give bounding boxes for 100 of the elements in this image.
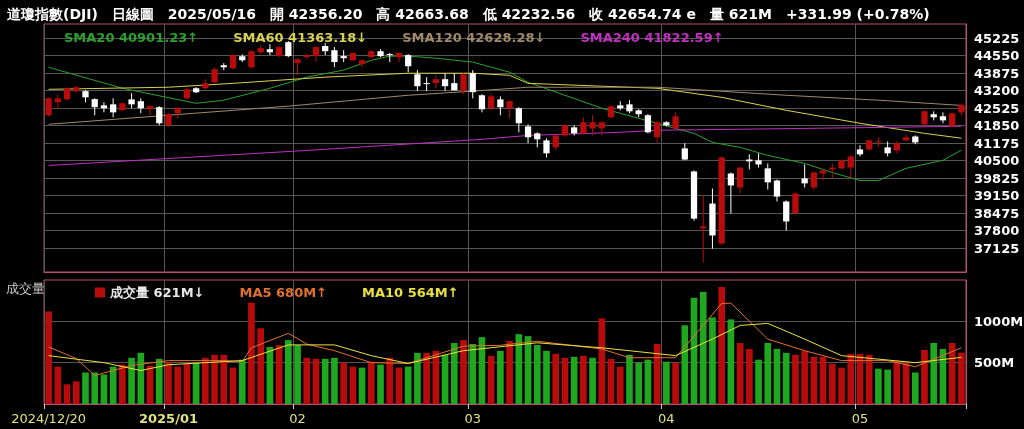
bar [294,344,301,404]
candlestick [266,43,274,56]
bar [506,341,513,404]
candlestick [875,136,882,148]
bar [45,311,52,404]
candlestick [700,195,707,264]
bar [229,367,237,404]
bar [810,356,818,404]
bar [137,352,145,404]
candlestick [515,106,522,133]
bar [497,350,504,404]
candlestick [847,154,854,179]
line-series [48,322,962,372]
bar [321,358,329,404]
bar [828,363,836,404]
bar [616,366,624,404]
candlestick [146,104,154,116]
text: SMA240 41822.59↑ [580,30,724,45]
y-tick-label: 38475 [974,205,1020,221]
bar [718,286,725,404]
candlestick [810,170,817,191]
bar [736,342,744,404]
candlestick [506,99,513,119]
bar [248,302,255,404]
y-tick-label: 44550 [974,48,1020,64]
bar [423,352,430,404]
bar [626,354,633,404]
candlestick [764,162,771,191]
x-tick-label: 2024/12/20 [11,411,87,426]
bar [377,364,384,404]
candlestick [644,113,652,134]
candlestick [902,133,910,142]
bar [580,355,587,404]
bar [155,358,163,404]
bar [635,362,643,404]
candlestick [736,166,744,194]
chart-title: 道瓊指數(DJI) 日線圖 2025/05/16 開 42356.20 高 42663.68 低 42232.56 收 42654.74 e 量 621M +331.99 (+0.78%) [6,6,930,22]
candlestick [45,96,52,117]
candlestick [819,168,827,182]
bar [460,340,467,404]
bar [543,350,550,404]
bar [552,353,560,404]
bar [782,352,790,404]
bar [450,342,458,404]
x-tick-label: 02 [289,411,306,426]
bar [119,364,126,404]
y-tick-label: 43200 [974,83,1020,99]
x-tick-label: 05 [851,411,869,426]
candlestick [773,178,781,203]
bar [801,350,808,404]
candlestick [801,163,808,189]
bar [764,342,772,404]
candlestick [248,49,255,69]
bar [589,357,596,404]
bar [82,372,89,404]
bar [100,374,108,404]
bar [930,342,938,404]
bar [699,291,707,404]
bar [663,361,670,404]
bar [607,358,615,404]
candlestick [331,46,338,68]
x-tick-label: 04 [658,411,675,426]
bar [561,357,569,404]
bar [220,354,228,404]
y-tick-label: 43875 [974,65,1020,81]
bar [285,340,292,404]
bar [202,357,209,404]
bar [165,362,172,404]
candlestick [478,93,486,113]
y-axis-title: 成交量 [6,281,45,296]
bar [395,367,403,404]
bar [414,352,421,404]
candlestick [856,144,864,157]
candlestick [414,69,421,92]
y-tick-label: 39150 [974,188,1020,204]
candlestick [589,114,596,136]
candlestick [156,105,163,126]
candlestick [939,111,947,124]
bar [211,354,218,404]
candlestick [441,72,449,92]
bar [183,363,191,404]
candlestick [100,101,108,113]
candlestick [524,123,532,144]
bar [257,328,264,404]
bar [312,358,320,404]
text: MA5 680M↑ [239,285,328,300]
bar [487,355,495,404]
bar [174,366,182,404]
bar [792,354,799,404]
candlestick [432,74,439,89]
bar [865,354,873,404]
bar [838,367,845,404]
bar [746,348,753,404]
bar [921,349,928,404]
bar [72,381,80,404]
candlestick [792,191,799,215]
y-tick-label: 42525 [974,100,1020,116]
bar [404,366,412,404]
candlestick [469,69,476,99]
bar [884,369,891,404]
